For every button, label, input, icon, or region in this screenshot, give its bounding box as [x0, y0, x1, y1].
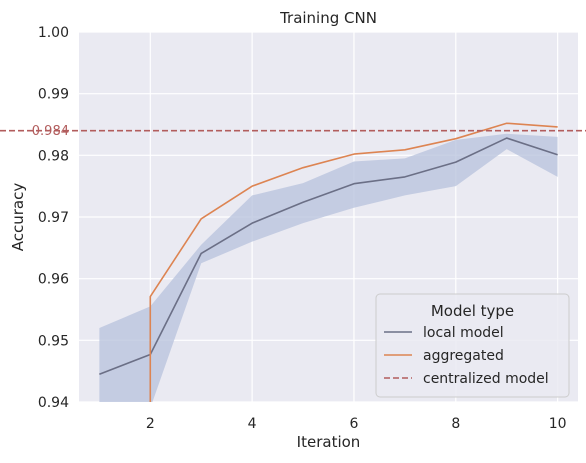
- legend-box: [375, 293, 570, 398]
- y-tick-label: 0.98: [38, 148, 69, 164]
- reference-line-layer: 0.984: [0, 124, 586, 139]
- legend-entry-label: centralized model: [423, 371, 549, 387]
- series-line: [99, 137, 558, 375]
- legend-entry-label: aggregated: [423, 348, 504, 364]
- confidence-band: [99, 133, 558, 402]
- chart-title: Training CNN: [279, 9, 377, 27]
- y-tick-label: 0.96: [38, 272, 69, 288]
- y-tick-label: 0.94: [38, 395, 69, 411]
- y-tick-labels: 0.94 0.95 0.96 0.97 0.98 0.99 1.00: [38, 25, 69, 411]
- x-axis-label: Iteration: [297, 433, 361, 451]
- x-tick-labels: 2 4 6 8 10: [146, 416, 567, 432]
- x-tick-label: 6: [349, 416, 358, 432]
- y-axis-label: Accuracy: [9, 183, 27, 252]
- y-tick-label: 0.95: [38, 333, 69, 349]
- x-tick-label: 8: [451, 416, 460, 432]
- y-tick-label: 0.99: [38, 87, 69, 103]
- confidence-band-layer: [99, 133, 558, 402]
- legend: Model type local model aggregated centraliz…: [375, 293, 570, 398]
- x-tick-label: 2: [146, 416, 155, 432]
- legend-title: Model type: [431, 302, 514, 320]
- y-tick-label: 1.00: [38, 25, 69, 41]
- legend-entry-label: local model: [423, 325, 504, 341]
- y-tick-label: 0.97: [38, 210, 69, 226]
- x-tick-label: 4: [248, 416, 257, 432]
- reference-value-label: 0.984: [32, 124, 69, 139]
- x-tick-label: 10: [549, 416, 567, 432]
